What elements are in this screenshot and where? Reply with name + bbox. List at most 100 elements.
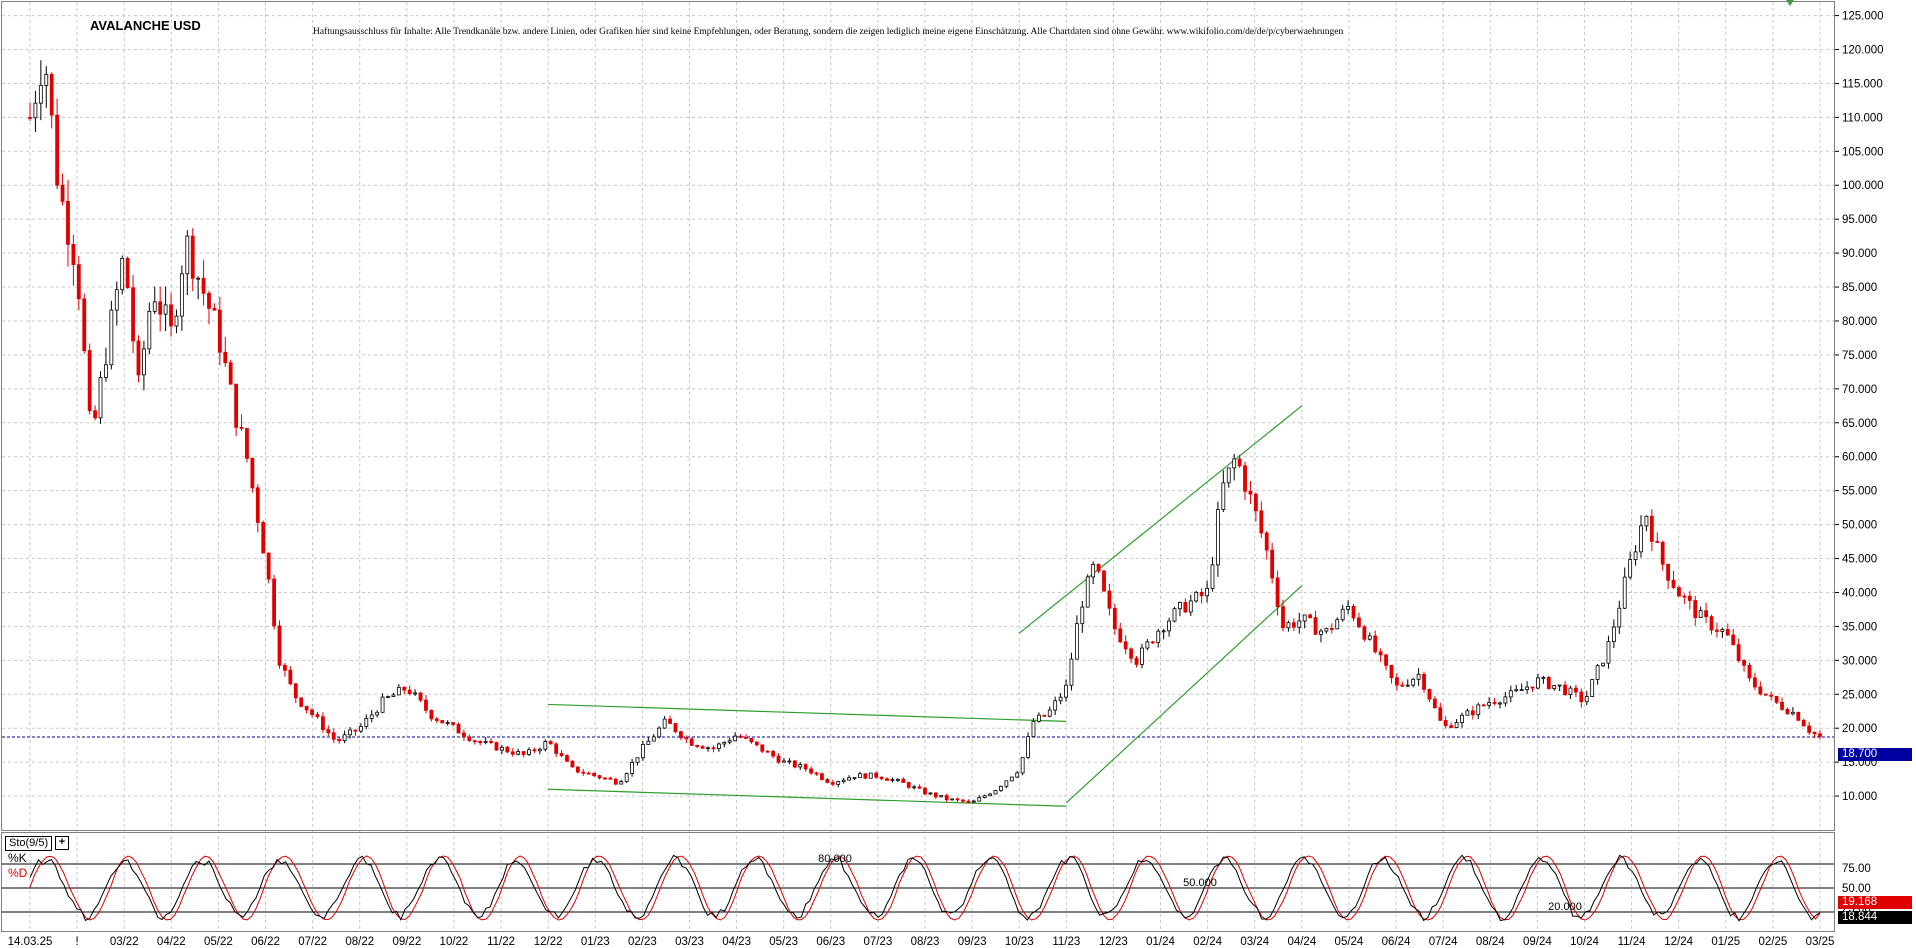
candle-up: [1140, 647, 1144, 665]
candle-down: [228, 362, 233, 385]
candle-down: [402, 686, 407, 691]
trend-lines: [548, 405, 1303, 807]
candle-down: [277, 625, 282, 666]
candle-up: [1080, 606, 1085, 625]
grid: [2, 2, 1835, 932]
candle-down: [809, 768, 813, 774]
candle-down: [1704, 610, 1708, 618]
candle-down: [1753, 677, 1757, 688]
candle-up: [1367, 635, 1372, 640]
candle-down: [440, 720, 445, 724]
indicator-name[interactable]: Sto(9/5): [5, 836, 53, 851]
candle-up: [1628, 559, 1633, 578]
stochastic-lines: [2, 854, 1835, 922]
y-tick-label: 85.000: [1842, 282, 1877, 294]
candle-up: [1487, 702, 1492, 706]
candle-up: [847, 777, 851, 781]
candle-up: [364, 718, 369, 727]
x-tick-label: 02/25: [1759, 936, 1788, 948]
candle-down: [1427, 689, 1432, 700]
candle-up: [483, 740, 488, 744]
candle-up: [109, 309, 114, 366]
candle-up: [912, 786, 917, 789]
candle-up: [1335, 619, 1340, 630]
candle-up: [516, 751, 521, 755]
x-tick-label: 01/23: [581, 936, 610, 948]
candle-down: [1801, 719, 1806, 727]
candle-down: [1492, 702, 1497, 704]
candle-down: [1736, 644, 1741, 661]
candle-down: [684, 737, 689, 740]
disclaimer-text: Haftungsausschluss für Inhalte: Alle Tre…: [313, 27, 1344, 37]
candle-down: [1362, 626, 1367, 640]
x-tick-label: 12/23: [1099, 936, 1128, 948]
candle-down: [337, 738, 342, 742]
candle-up: [1302, 614, 1307, 622]
candle-up: [1194, 591, 1199, 602]
candle-down: [1666, 563, 1671, 581]
y-tick-label: 45.000: [1842, 554, 1877, 566]
candle-up: [445, 722, 450, 724]
x-tick-label: 02/23: [628, 936, 657, 948]
candle-up: [782, 760, 786, 763]
x-tick-label: 05/22: [204, 936, 233, 948]
candle-down: [1655, 540, 1660, 543]
candle-down: [966, 800, 971, 803]
candle-up: [152, 301, 157, 312]
x-tick-label: 06/22: [251, 936, 280, 948]
candle-up: [1053, 700, 1058, 711]
candle-up: [38, 85, 43, 104]
candle-down: [1183, 602, 1188, 613]
candle-down: [863, 773, 868, 779]
candle-up: [391, 694, 396, 697]
candle-up: [1720, 628, 1725, 632]
candle-up: [1416, 673, 1421, 680]
candle-down: [803, 764, 808, 770]
candle-down: [283, 664, 287, 671]
candle-down: [1150, 641, 1155, 644]
candle-up: [98, 376, 103, 419]
plus-icon[interactable]: +: [55, 836, 69, 850]
candle-up: [1498, 702, 1502, 705]
x-tick-label: 03/22: [110, 936, 139, 948]
candle-down: [532, 749, 537, 752]
candle-up: [662, 718, 667, 729]
x-tick-label: 10/24: [1570, 936, 1599, 948]
candle-down: [1747, 664, 1752, 679]
candle-down: [223, 351, 228, 364]
candle-down: [255, 487, 260, 523]
candle-down: [494, 742, 499, 751]
candle-down: [548, 741, 553, 745]
candle-down: [711, 747, 716, 750]
candle-up: [727, 740, 732, 743]
candle-down: [689, 738, 694, 746]
y-tick-label: 35.000: [1842, 621, 1877, 633]
candle-down: [489, 740, 493, 743]
candle-down: [1281, 606, 1285, 629]
x-tick-label: 03/23: [675, 936, 704, 948]
x-tick-label: 10/22: [440, 936, 469, 948]
candle-up: [1026, 736, 1030, 758]
candle-up: [537, 748, 542, 752]
x-tick-label: 07/24: [1429, 936, 1458, 948]
candle-up: [1639, 525, 1643, 553]
candle-down: [1780, 701, 1784, 710]
x-tick-label: 08/23: [911, 936, 940, 948]
candle-down: [1384, 654, 1388, 666]
candle-down: [1579, 691, 1584, 703]
candle-down: [1118, 628, 1123, 643]
candle-down: [49, 73, 54, 116]
candle-down: [820, 773, 824, 780]
candle-up: [651, 736, 656, 742]
candle-down: [71, 243, 76, 266]
candle-down: [304, 705, 309, 711]
candle-down: [310, 709, 314, 715]
candle-down: [66, 200, 70, 245]
level-label: 20.000: [1548, 901, 1582, 913]
candle-up: [369, 714, 374, 719]
candle-down: [1400, 684, 1405, 687]
candle-down: [776, 755, 781, 763]
y-tick-label: 120.000: [1842, 45, 1884, 57]
candle-down: [738, 735, 743, 738]
